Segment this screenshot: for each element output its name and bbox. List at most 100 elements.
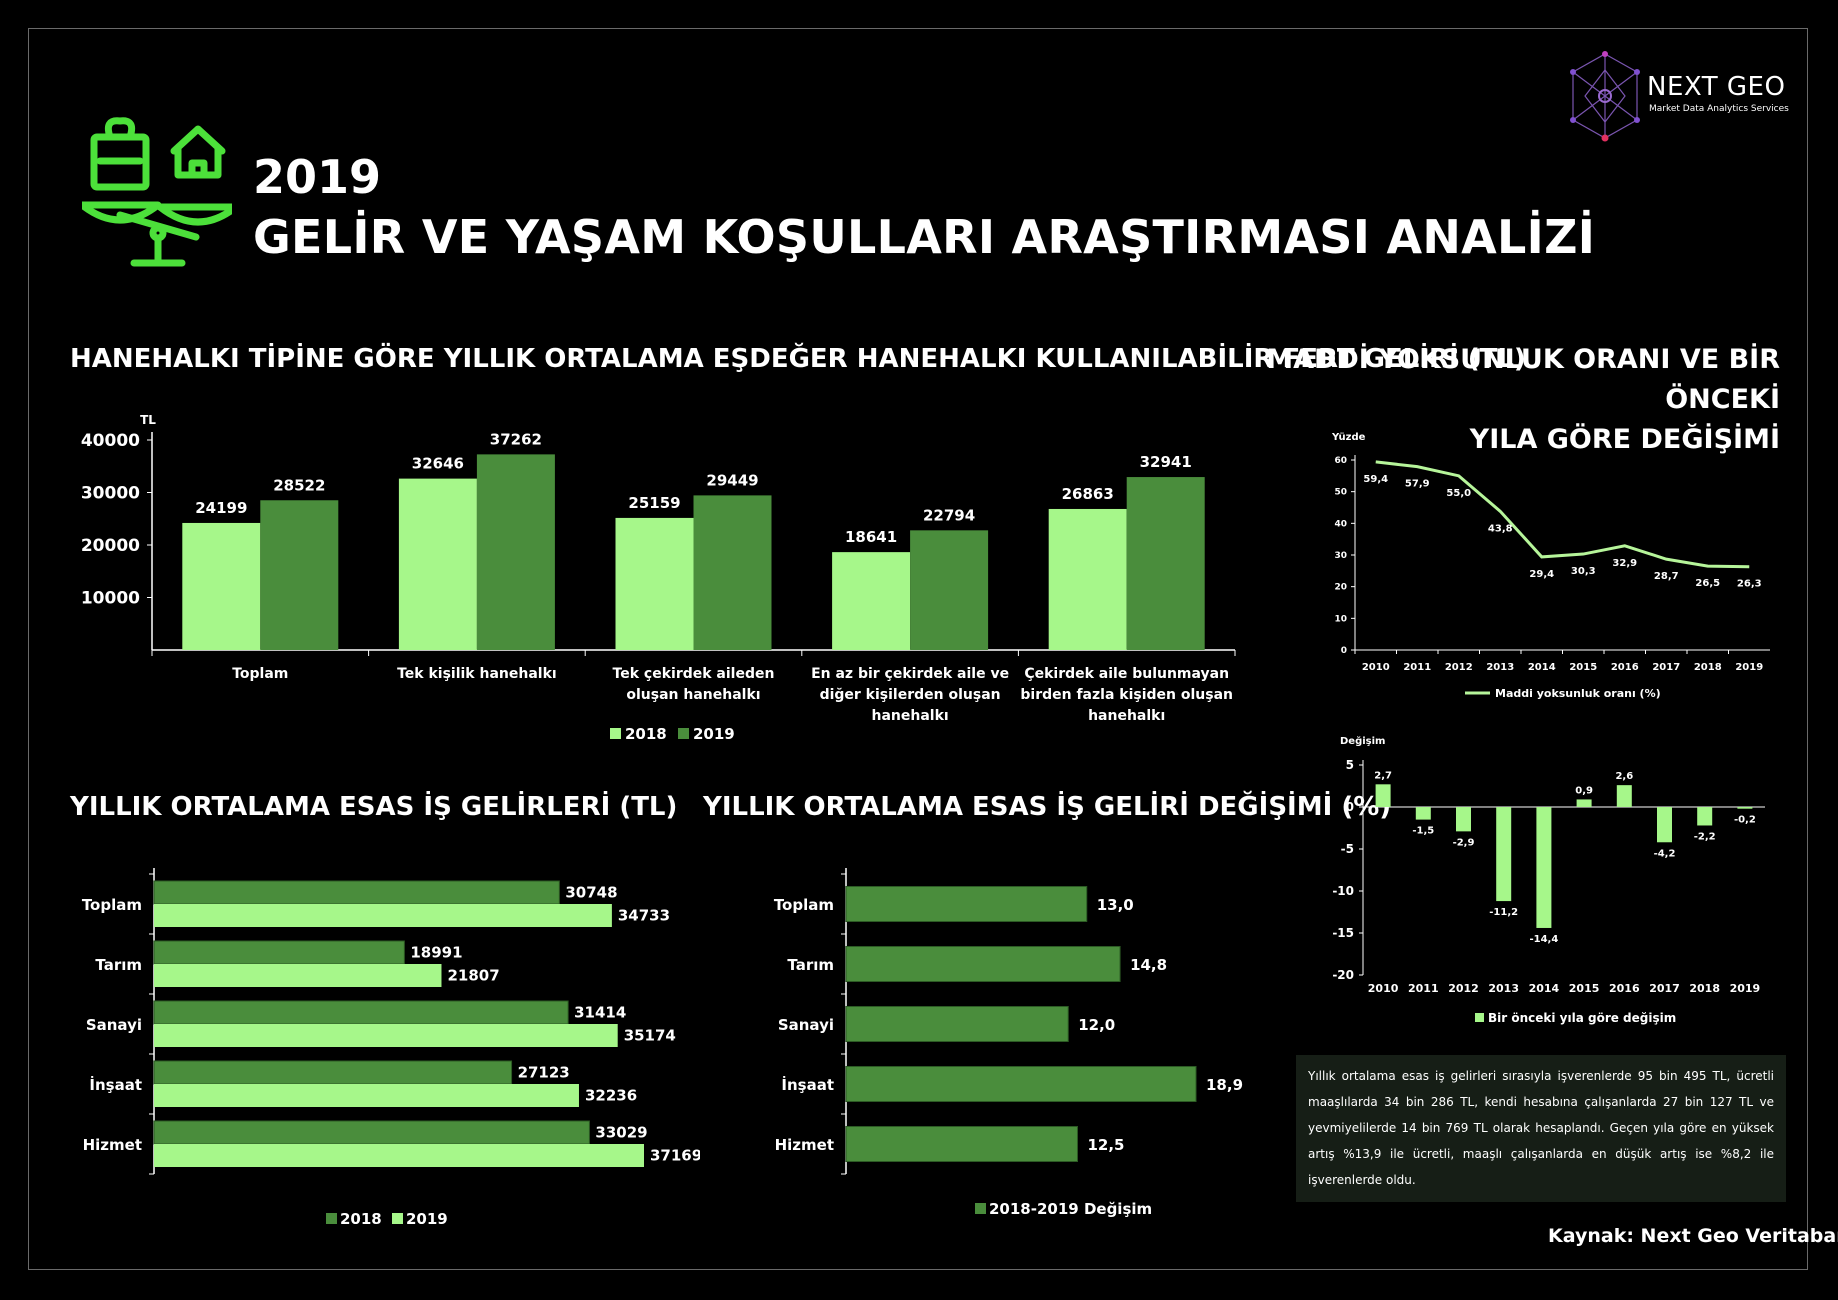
y-tick-label: 5 <box>1346 758 1354 772</box>
y-tick-label: 10 <box>1334 614 1347 624</box>
bar-2018 <box>153 1060 513 1085</box>
series-line <box>1375 460 1750 569</box>
bar-2018 <box>153 880 560 905</box>
deprivation-title-line1: MADDİ YOKSUNLUK ORANI VE BİR ÖNCEKİ <box>1266 344 1780 415</box>
bar-value-label: 32646 <box>412 455 464 473</box>
x-tick-label: 2013 <box>1488 982 1519 995</box>
y-tick-label: 20 <box>1334 583 1347 593</box>
legend-label: 2019 <box>693 725 735 743</box>
bar-2018 <box>615 517 694 650</box>
x-tick-label: 2010 <box>1368 982 1399 995</box>
category-label: En az bir çekirdek aile ve <box>811 666 1009 682</box>
data-label: 43,8 <box>1488 523 1513 534</box>
bar-2019 <box>910 530 989 650</box>
page-title: GELİR VE YAŞAM KOŞULLARI ARAŞTIRMASI ANA… <box>253 210 1596 264</box>
balance-scale-house-icon <box>82 117 232 267</box>
x-tick-label: 2019 <box>1735 662 1763 673</box>
data-label: 57,9 <box>1405 479 1430 490</box>
bar-value-label: 22794 <box>923 506 975 524</box>
source-label: Kaynak: Next Geo Veritabanı <box>1548 1225 1838 1247</box>
bar-value-label: 31414 <box>574 1004 626 1022</box>
bar-value-label: 28522 <box>273 476 325 494</box>
deprivation-title: MADDİ YOKSUNLUK ORANI VE BİR ÖNCEKİ YILA… <box>1240 340 1780 460</box>
legend-label: 2018 <box>625 725 667 743</box>
data-label: -2,2 <box>1694 831 1716 842</box>
logo-name: NEXT GEO <box>1647 72 1786 102</box>
bar <box>1657 807 1672 843</box>
data-label: 2,6 <box>1615 771 1633 782</box>
category-label: Sanayi <box>778 1016 834 1034</box>
bar-value-label: 29449 <box>706 471 758 489</box>
bar <box>845 886 1088 922</box>
category-label: Tarım <box>95 956 142 974</box>
data-label: -4,2 <box>1654 848 1676 859</box>
bar-2019 <box>476 454 555 650</box>
bar-2019 <box>154 904 612 927</box>
work-income-change-chart: Toplam 13,0 Tarım 14,8 Sanayi 12,0 İnşaat 18,9 H… <box>774 868 1243 1218</box>
bar-2018 <box>153 940 405 965</box>
bar <box>1616 785 1632 807</box>
bar-value-label: 18991 <box>410 944 462 962</box>
data-label: 59,4 <box>1363 474 1388 485</box>
legend-swatch <box>975 1203 986 1214</box>
x-tick-label: 2018 <box>1694 662 1722 673</box>
y-tick-label: 20000 <box>81 536 140 556</box>
x-tick-label: 2019 <box>1730 982 1761 995</box>
bar-value-label: 27123 <box>518 1064 570 1082</box>
y-unit-label: TL <box>140 413 156 427</box>
y-tick-label: -5 <box>1341 842 1354 856</box>
bar-2019 <box>693 495 772 650</box>
y-tick-label: 10000 <box>81 589 140 609</box>
category-label: hanehalkı <box>871 708 948 724</box>
bar-value-label: 33029 <box>595 1124 647 1142</box>
x-tick-label: 2011 <box>1403 662 1431 673</box>
data-label: -11,2 <box>1489 907 1518 918</box>
y-unit-label: Yüzde <box>1331 432 1366 443</box>
bar-value-label: 32236 <box>585 1087 637 1105</box>
bar-2018 <box>153 1120 590 1145</box>
category-label: diğer kişilerden oluşan <box>820 687 1001 703</box>
data-label: 32,9 <box>1612 558 1637 569</box>
category-label: Toplam <box>82 896 142 914</box>
next-geo-logo: NEXT GEO Market Data Analytics Services <box>1565 50 1795 146</box>
legend-swatch <box>610 728 621 739</box>
bar <box>1375 784 1391 807</box>
data-label: -14,4 <box>1529 934 1558 945</box>
x-tick-label: 2015 <box>1569 662 1597 673</box>
x-tick-label: 2017 <box>1649 982 1680 995</box>
bar-value-label: 25159 <box>628 494 680 512</box>
y-tick-label: 40 <box>1334 519 1347 529</box>
data-label: -1,5 <box>1412 826 1434 837</box>
x-tick-label: 2014 <box>1529 982 1560 995</box>
logo-tagline: Market Data Analytics Services <box>1649 104 1789 114</box>
bar-value-label: 30748 <box>565 884 617 902</box>
bar-value-label: 24199 <box>195 499 247 517</box>
bar-value-label: 37262 <box>490 430 542 448</box>
work-income-title: YILLIK ORTALAMA ESAS İŞ GELİRLERİ (TL) <box>70 792 678 822</box>
category-label: Çekirdek aile bulunmayan <box>1024 666 1229 682</box>
bar-value-label: 32941 <box>1140 453 1192 471</box>
category-label: Hizmet <box>775 1136 834 1154</box>
category-label: Tek kişilik hanehalkı <box>397 666 557 682</box>
legend-label: 2019 <box>406 1210 448 1228</box>
y-tick-label: 0 <box>1341 646 1347 656</box>
bar <box>1456 807 1471 832</box>
bar <box>845 1066 1197 1102</box>
category-label: hanehalkı <box>1088 708 1165 724</box>
deprivation-change-chart: Değişim 5 0 -5 -10 -15 -20 2,7 2010 -1,5 2011 -2,9 2… <box>1332 735 1765 1025</box>
y-tick-label: -15 <box>1332 926 1354 940</box>
category-label: oluşan hanehalkı <box>626 687 760 703</box>
bar-value-label: 12,5 <box>1087 1136 1124 1154</box>
household-income-chart: TL 10000 20000 30000 40000 24199 28522 Toplam 32… <box>81 413 1236 743</box>
info-note: Yıllık ortalama esas iş gelirleri sırası… <box>1296 1055 1786 1202</box>
y-tick-label: -10 <box>1332 884 1354 898</box>
legend-label: Maddi yoksunluk oranı (%) <box>1495 687 1661 700</box>
bar <box>1697 807 1713 826</box>
data-label: 30,3 <box>1571 566 1596 577</box>
bar-2019 <box>260 500 339 650</box>
deprivation-title-line2: YILA GÖRE DEĞİŞİMİ <box>1469 424 1780 455</box>
x-tick-label: 2010 <box>1362 662 1390 673</box>
bar-2019 <box>154 964 442 987</box>
bar-value-label: 26863 <box>1062 485 1114 503</box>
bar-value-label: 18,9 <box>1206 1076 1243 1094</box>
